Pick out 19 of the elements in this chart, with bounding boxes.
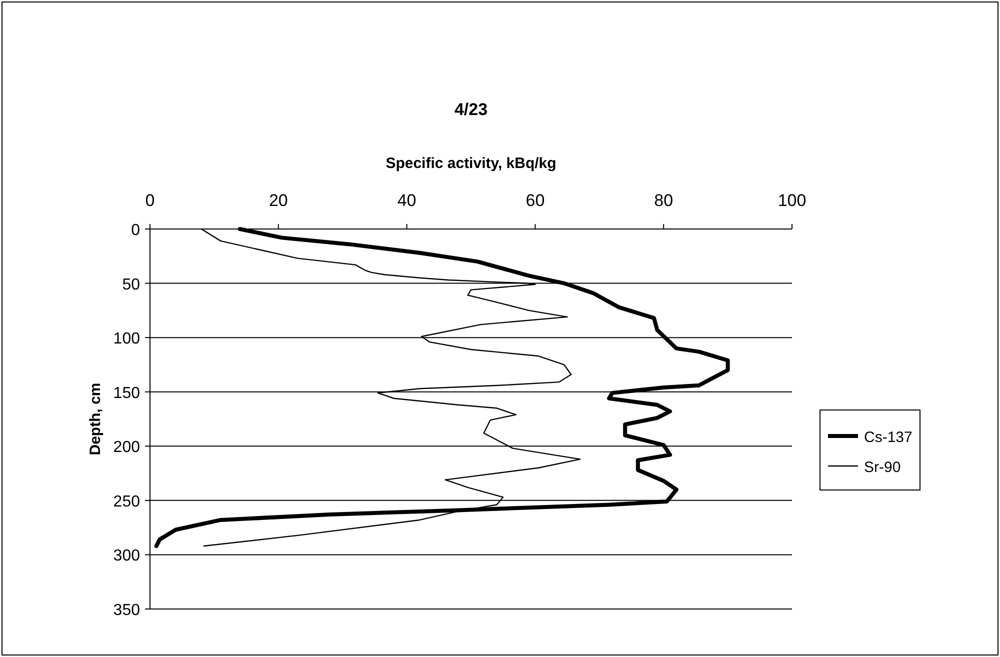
- y-tick-label: 0: [131, 222, 140, 239]
- y-tick-label: 350: [113, 602, 140, 619]
- legend-label: Sr-90: [864, 459, 901, 476]
- x-tick-label: 80: [654, 191, 674, 210]
- y-tick-label: 100: [113, 330, 140, 348]
- x-tick-label: 0: [145, 191, 155, 210]
- y-tick-label: 300: [113, 548, 140, 565]
- y-tick-label: 250: [113, 493, 140, 510]
- legend-label: Cs-137: [864, 429, 912, 446]
- x-tick-label: 60: [526, 191, 545, 210]
- y-tick-label: 150: [113, 384, 140, 402]
- y-axis-title: Depth, cm: [87, 382, 104, 456]
- chart-title: 4/23: [454, 100, 488, 119]
- x-tick-label: 100: [778, 191, 806, 210]
- x-axis-title: Specific activity, kBq/kg: [386, 155, 556, 172]
- y-tick-label: 200: [113, 439, 140, 456]
- y-tick-label: 50: [122, 276, 140, 294]
- x-tick-label: 40: [397, 191, 416, 210]
- x-tick-label: 20: [268, 191, 288, 210]
